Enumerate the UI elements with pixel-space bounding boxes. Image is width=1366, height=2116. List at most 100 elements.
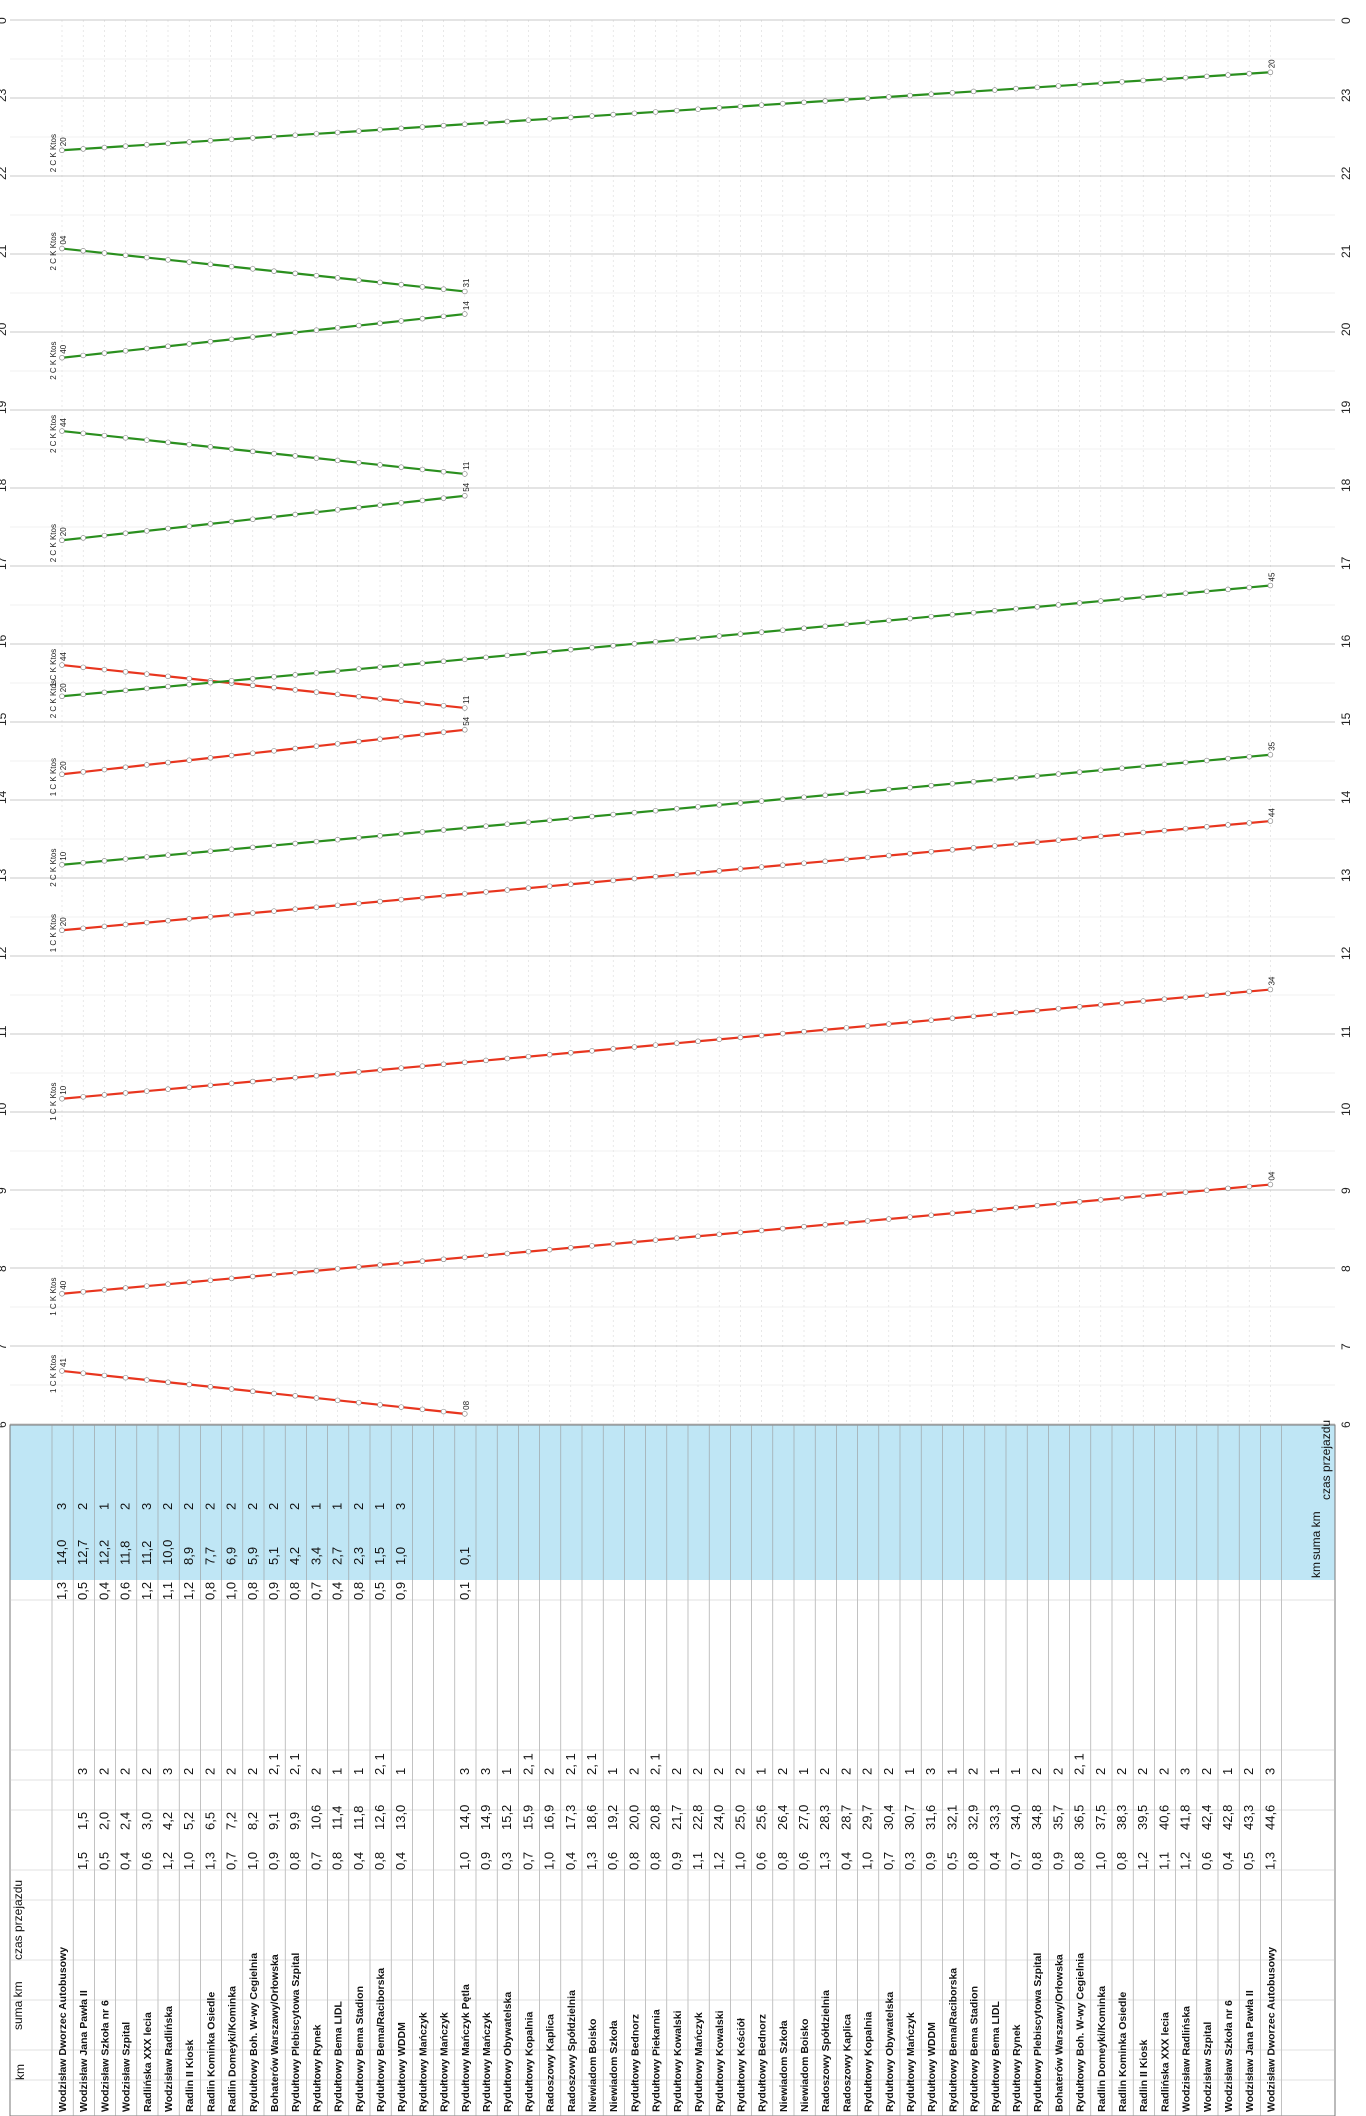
route-b-czas: 2 [75,1503,90,1510]
route-b-czas: 2 [160,1503,175,1510]
stop-marker [1225,822,1231,828]
stop-marker [674,1040,680,1046]
route-a-km: 0,8 [775,1852,790,1870]
stop-marker [377,736,383,742]
stop-marker [1013,1009,1019,1016]
stop-marker [1267,1181,1274,1188]
stop-marker [822,1222,828,1228]
route-a-suma: 32,1 [944,1805,959,1830]
stop-marker [186,341,192,347]
hour-tick-right: 19 [1339,400,1353,414]
trip-line-1 [61,1183,1271,1295]
route-a-suma: 24,0 [711,1805,726,1830]
stop-marker [1140,998,1146,1004]
stop-name: Rydułtowy Mańczyk [439,2012,451,2112]
trip-line-1 [61,988,1271,1100]
route-a-czas: 2 [542,1768,557,1775]
stop-marker [674,806,680,812]
stop-marker [1246,753,1252,760]
route-b-km: 0,9 [393,1582,408,1600]
stop-name: Niewiadom Szkoła [778,2020,790,2112]
stop-marker [758,1032,765,1039]
stop-marker [695,1233,701,1240]
route-a-suma: 1,5 [75,1812,90,1830]
route-a-czas: 2, 1 [287,1753,302,1775]
stop-marker [589,113,595,119]
stop-marker [186,757,192,763]
route-b-czas: 2 [224,1503,239,1510]
route-a-suma: 43,3 [1241,1805,1256,1830]
stop-marker [144,685,150,692]
stop-marker [928,1017,934,1023]
stop-name: Rydułtowy Rynek [1011,2024,1023,2112]
stop-marker [1204,1187,1210,1194]
stop-marker [1055,771,1062,777]
stop-marker [377,898,383,905]
stop-marker [440,1408,447,1415]
stop-marker [1140,77,1146,84]
route-a-czas: 2 [181,1768,196,1775]
route-a-czas: 2 [732,1768,747,1775]
stop-marker [568,1245,574,1251]
stop-marker [122,687,129,694]
stop-marker [546,817,553,824]
stop-marker [122,764,129,770]
stop-marker [101,1372,108,1379]
stop-marker [1204,73,1210,80]
stop-marker [504,1055,510,1062]
stop-marker [165,673,171,680]
stop-marker [886,852,892,859]
stop-name: Wodzisław Radlińska [163,2006,175,2112]
stop-marker [186,850,192,856]
route-b-suma: 1,5 [372,1547,387,1565]
trip-end-minute: 54 [462,482,471,491]
stop-marker [843,1220,850,1226]
stop-marker [334,902,341,909]
stop-marker [292,1269,298,1276]
stop-marker [992,608,998,614]
route-a-czas: 1 [1220,1768,1235,1775]
route-a-km: 1,0 [860,1852,875,1870]
route-a-km: 0,4 [393,1852,408,1870]
stop-name: Rydułtowy Mańczyk [417,2012,429,2112]
stop-marker [144,671,150,677]
route-b-km: 1,0 [224,1582,239,1600]
route-a-suma: 34,8 [1029,1805,1044,1830]
trip-tag: 2 C K Ktos [49,341,58,379]
trip-start-minute: 20 [59,137,68,146]
stop-marker [144,142,150,148]
stop-marker [886,94,892,100]
stop-marker [462,288,468,295]
stop-marker [334,668,341,674]
route-a-km: 0,4 [987,1852,1002,1870]
route-a-suma: 22,8 [690,1805,705,1830]
stop-marker [356,128,362,134]
trip-line-2 [61,312,465,359]
stop-marker [228,1275,235,1282]
stop-marker [716,1231,722,1238]
stop-marker [80,248,86,254]
stop-marker [313,689,320,695]
stop-marker [1119,596,1125,602]
stop-marker [589,813,595,820]
hour-tick-left: 7 [0,1343,9,1350]
trip-start-minute: 44 [59,652,68,661]
stop-marker [144,919,150,926]
route-b-km: 1,1 [160,1582,175,1600]
stop-marker [292,132,298,138]
stop-marker [271,684,277,691]
stop-marker [186,1381,192,1388]
stop-marker [1119,765,1125,772]
route-a-suma: 19,2 [605,1805,620,1830]
stop-marker [1119,831,1125,838]
stop-marker [271,1076,277,1083]
route-a-czas: 1 [796,1768,811,1775]
stop-marker [228,912,235,918]
route-a-km: 0,8 [626,1852,641,1870]
route-a-suma: 7,2 [224,1812,239,1830]
stop-marker [271,1390,277,1397]
route-a-km: 0,7 [308,1852,323,1870]
stop-marker [356,693,362,700]
stop-marker [525,650,532,657]
trip-line-2 [61,494,465,542]
